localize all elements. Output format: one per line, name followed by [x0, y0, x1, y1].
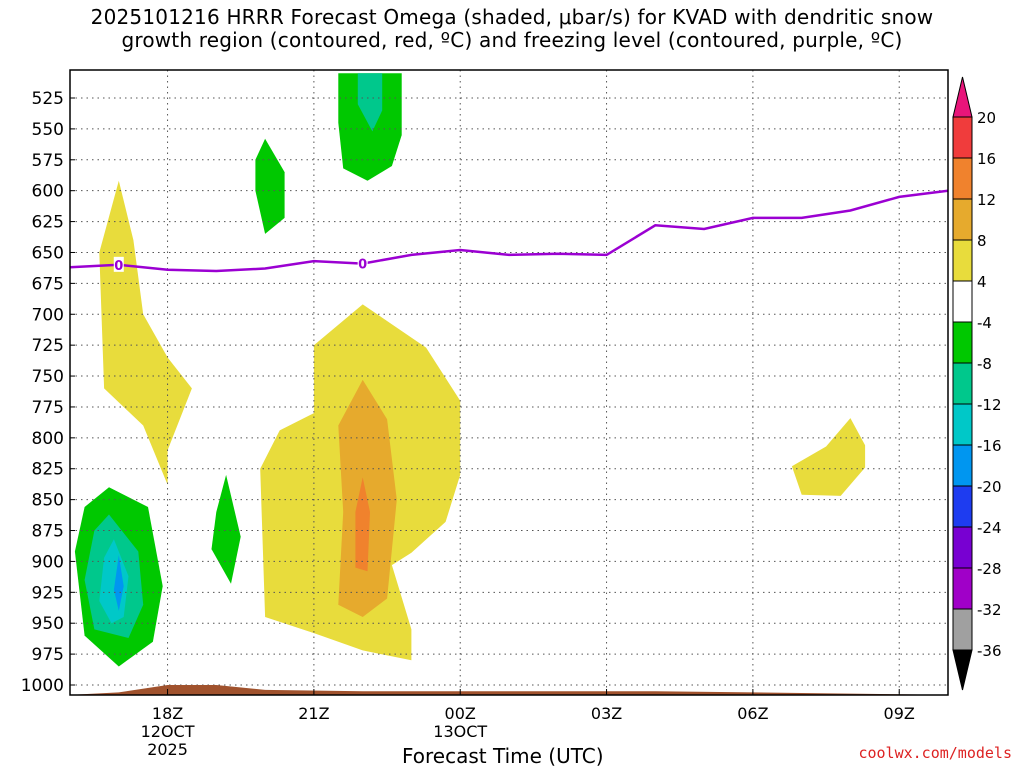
colorbar-segment-10 [952, 526, 973, 569]
omega-shading [74, 73, 866, 667]
colorbar-label-6: -8 [977, 355, 992, 373]
grid-lines [70, 70, 948, 695]
y-tick-label-600: 600 [32, 182, 64, 202]
x-tick-label-24-1: 13OCT [433, 722, 487, 741]
freezing-level-label-bg-0 [113, 256, 124, 272]
colorbar-segment-8 [952, 444, 973, 487]
x-tick-label-30-0: 06Z [737, 704, 768, 723]
colorbar-label-7: -12 [977, 396, 1002, 414]
omega-region-3 [338, 379, 397, 617]
colorbar-segment-11 [952, 567, 973, 610]
y-axis: 525 550 575 600 625 650 675 700 725 750 775 800 825 8… [21, 89, 75, 696]
x-tick-label-24-0: 00Z [445, 704, 476, 723]
plot-frame [69, 69, 949, 696]
x-tick-label-18-0: 18Z [152, 704, 183, 723]
x-tick-label-18-2: 2025 [147, 740, 188, 759]
y-tick-label-650: 650 [32, 243, 64, 263]
chart-title: 2025101216 HRRR Forecast Omega (shaded, … [0, 6, 1024, 52]
freezing-level-label-1: 0 [358, 258, 367, 273]
x-tick-label-21-0: 21Z [298, 704, 329, 723]
y-tick-label-850: 850 [32, 491, 64, 511]
colorbar-segment-9 [952, 485, 973, 528]
colorbar-segment-12 [952, 608, 973, 651]
colorbar-segment-7 [952, 403, 973, 446]
x-axis-label: Forecast Time (UTC) [402, 744, 604, 768]
chart-title-line2: growth region (contoured, red, ºC) and f… [121, 28, 903, 52]
y-tick-label-975: 975 [32, 645, 64, 665]
y-tick-label-800: 800 [32, 429, 64, 449]
colorbar-segment-0 [952, 116, 973, 159]
colorbar-segment-6 [952, 362, 973, 405]
y-tick-label-950: 950 [32, 614, 64, 634]
y-tick-label-875: 875 [32, 522, 64, 542]
watermark: coolwx.com/models [858, 744, 1012, 762]
colorbar: 20 16 12 8 4 -4 -8 -12 -16 -20 -24 -28 -32 -36 [952, 76, 1002, 691]
omega-region-9 [255, 138, 285, 234]
colorbar-label-3: 8 [977, 232, 987, 250]
terrain-layer [70, 685, 948, 695]
x-tick-label-27-0: 03Z [591, 704, 622, 723]
y-tick-label-550: 550 [32, 120, 64, 140]
y-tick-label-775: 775 [32, 398, 64, 418]
x-tick-label-18-1: 12OCT [141, 722, 195, 741]
colorbar-segment-2 [952, 198, 973, 241]
colorbar-segment-3 [952, 239, 973, 282]
colorbar-label-8: -16 [977, 437, 1002, 455]
colorbar-label-1: 16 [977, 150, 996, 168]
omega-region-8 [113, 555, 124, 611]
colorbar-cap-bottom [952, 649, 973, 691]
colorbar-label-12: -32 [977, 601, 1002, 619]
y-tick-label-925: 925 [32, 583, 64, 603]
freezing-level-label-bg-1 [357, 255, 368, 271]
y-tick-label-1000: 1000 [21, 676, 64, 696]
omega-region-4 [355, 477, 370, 572]
omega-region-12 [357, 73, 383, 132]
colorbar-label-9: -20 [977, 478, 1002, 496]
chart-title-line1: 2025101216 HRRR Forecast Omega (shaded, … [90, 5, 934, 29]
y-tick-label-900: 900 [32, 552, 64, 572]
colorbar-label-0: 20 [977, 109, 996, 127]
omega-region-10 [211, 474, 241, 584]
colorbar-segment-1 [952, 157, 973, 200]
colorbar-label-13: -36 [977, 642, 1002, 660]
terrain-fill [70, 685, 948, 695]
colorbar-segment-5 [952, 321, 973, 364]
colorbar-label-11: -28 [977, 560, 1002, 578]
colorbar-segment-4 [952, 280, 973, 323]
colorbar-label-4: 4 [977, 273, 987, 291]
y-tick-label-625: 625 [32, 213, 64, 233]
colorbar-label-2: 12 [977, 191, 996, 209]
colorbar-label-5: -4 [977, 314, 992, 332]
freezing-level-line [70, 189, 948, 273]
freezing-level-label-0: 0 [114, 259, 123, 274]
omega-region-7 [99, 539, 129, 624]
y-tick-label-575: 575 [32, 151, 64, 171]
omega-region-11 [338, 73, 402, 181]
colorbar-cap-top [952, 76, 973, 118]
y-tick-label-825: 825 [32, 460, 64, 480]
x-tick-label-33-0: 09Z [884, 704, 915, 723]
y-tick-label-675: 675 [32, 274, 64, 294]
y-tick-label-700: 700 [32, 305, 64, 325]
plot-background [70, 70, 948, 695]
y-tick-label-725: 725 [32, 336, 64, 356]
y-tick-label-750: 750 [32, 367, 64, 387]
omega-region-0 [99, 180, 192, 485]
y-tick-label-525: 525 [32, 89, 64, 109]
colorbar-label-10: -24 [977, 519, 1002, 537]
